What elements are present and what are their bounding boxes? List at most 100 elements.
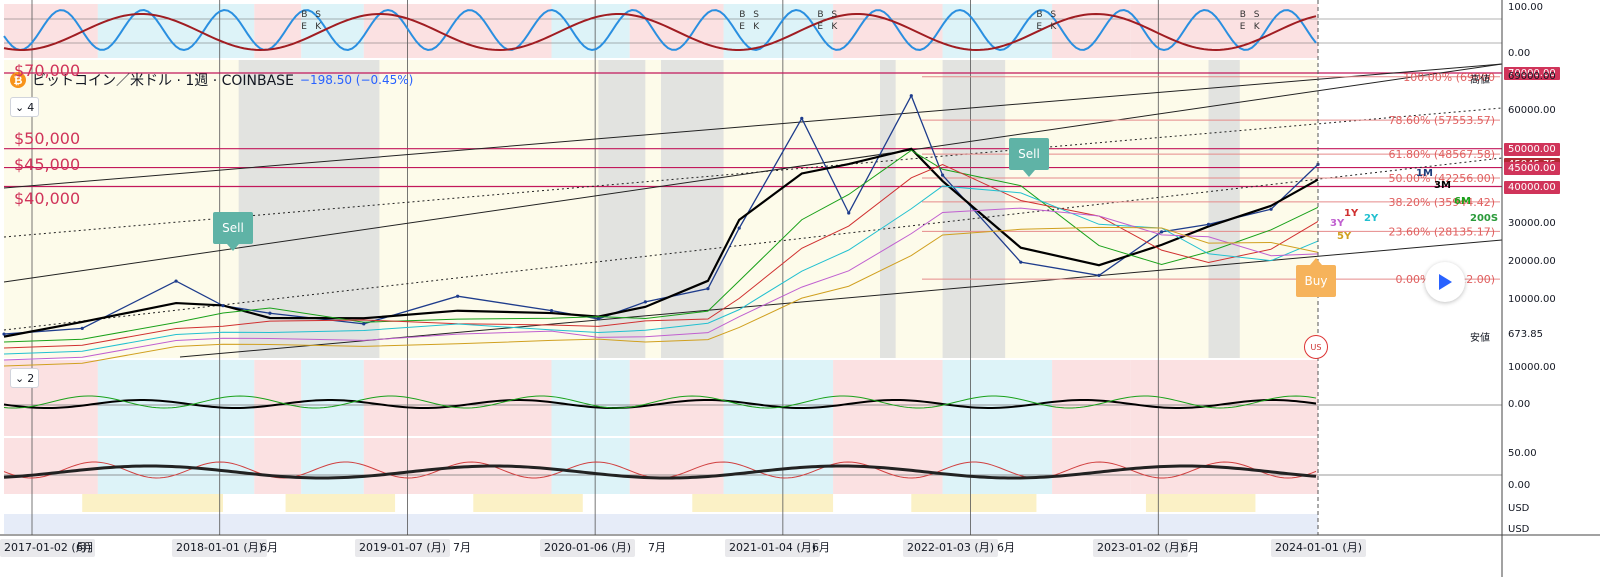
time-axis-label: 2022-01-03 (月) (903, 539, 999, 557)
gray-band (661, 60, 724, 358)
moving-average-line (3, 226, 1319, 367)
symbol-title[interactable]: ビットコイン／米ドル · 1週 · COINBASE (32, 73, 294, 89)
price-series-line (3, 94, 1319, 335)
background-band (911, 494, 1037, 512)
channel-line (3, 107, 1503, 238)
sell-signal[interactable]: Sell (1009, 138, 1049, 177)
channel-line (3, 63, 1503, 189)
ma-label: 3Y (1330, 218, 1345, 229)
play-icon (1439, 274, 1452, 290)
price-axis-badge: 40000.00 (1504, 180, 1560, 194)
background-band (4, 438, 98, 494)
ma-label: 3M (1434, 180, 1451, 191)
osc-marker: B (1036, 10, 1043, 20)
price-point (456, 294, 460, 298)
indicator-count: 2 (27, 371, 35, 385)
price-axis-tick: 60000.00 (1508, 104, 1556, 116)
us-flag-icon[interactable]: US (1304, 335, 1328, 359)
price-point (1019, 260, 1023, 264)
price-change: −198.50 (−0.45%) (299, 73, 414, 87)
time-axis-label: 2023-01-02 (月) (1093, 539, 1189, 557)
price-point (1269, 207, 1273, 211)
osc-marker: S (1050, 10, 1057, 20)
play-button[interactable] (1425, 262, 1465, 302)
price-point (1159, 230, 1164, 234)
channel-line (3, 157, 1503, 331)
osc-marker: K (1050, 22, 1057, 32)
osc-marker: B (739, 10, 746, 20)
background-band (833, 360, 943, 436)
price-axis-value: 69000.00 (1508, 70, 1556, 82)
macd-axis-tick: 10000.00 (1508, 362, 1556, 373)
rsi-main-line (3, 464, 1317, 480)
background-band (285, 494, 396, 512)
price-point (80, 326, 84, 330)
osc-marker: E (739, 22, 745, 32)
price-point (1206, 222, 1211, 226)
price-axis-tick: 20000.00 (1508, 256, 1556, 268)
price-point (643, 300, 647, 304)
time-axis-label: 2020-01-06 (月) (540, 539, 636, 557)
price-axis-tick: 30000.00 (1508, 218, 1556, 230)
background-band (942, 438, 1053, 494)
background-band (254, 438, 302, 494)
price-axis-badge: 50000.00 (1504, 142, 1560, 156)
background-band (1130, 360, 1318, 436)
fib-level-label: 38.20% (35944.42) (1388, 196, 1495, 209)
macd-line (3, 398, 1317, 410)
fib-level-label: 50.00% (42256.00) (1388, 172, 1495, 185)
price-point (909, 94, 913, 98)
osc-marker: E (1036, 22, 1043, 32)
price-point (596, 317, 601, 321)
fib-level-label: 100.00% (69000 (1403, 71, 1495, 84)
price-point (1097, 273, 1101, 278)
macd-axis-tick: 0.00 (1508, 399, 1531, 410)
currency-label: USD (1508, 503, 1530, 514)
background-band (1145, 494, 1256, 512)
ma-label: 5Y (1337, 231, 1352, 242)
currency-label: USD (1508, 524, 1530, 535)
background-band (942, 360, 1053, 436)
time-axis-label: 6月 (997, 541, 1015, 554)
osc-axis-tick: 100.00 (1508, 2, 1543, 13)
ma-label: 2Y (1364, 213, 1379, 224)
indicators-toggle-macd[interactable]: ⌄ 2 (10, 368, 40, 388)
sell-signal[interactable]: Sell (213, 212, 253, 251)
price-level-label: $50,000 (14, 128, 81, 148)
time-axis-label: 2018-01-01 (月) (172, 539, 268, 557)
osc-marker: E (817, 22, 824, 32)
osc-marker: E (301, 22, 307, 32)
osc-marker: S (1253, 10, 1260, 20)
chevron-down-icon: ⌄ (15, 100, 25, 114)
price-axis-tick: 10000.00 (1508, 294, 1556, 305)
osc-marker: B (817, 10, 824, 20)
background-band (301, 438, 364, 494)
fib-level-label: 23.60% (28135.17) (1388, 225, 1495, 238)
background-band (473, 494, 583, 512)
symbol-legend: ₿ ビットコイン／米ドル · 1週 · COINBASE −198.50 (−0… (10, 70, 413, 90)
moving-average-line (3, 207, 1319, 361)
background-band (629, 438, 724, 494)
background-band (301, 360, 364, 436)
background-band (301, 4, 364, 58)
background-band (82, 494, 223, 512)
ma-label: 1Y (1344, 208, 1359, 219)
gray-band (880, 60, 896, 358)
gray-band (598, 60, 646, 358)
price-point (2, 332, 6, 336)
price-axis-prefix: 高値 (1470, 74, 1490, 86)
background-band (97, 4, 255, 58)
time-axis-label: 6月 (260, 541, 278, 554)
price-point (737, 226, 741, 230)
osc-line-slow (3, 12, 1317, 51)
moving-average-line (3, 164, 1319, 349)
time-axis-label: 7月 (648, 541, 666, 554)
indicators-toggle-main[interactable]: ⌄ 4 (10, 97, 40, 117)
fib-level-label: 61.80% (48567.58) (1388, 148, 1495, 161)
buy-signal[interactable]: Buy (1296, 258, 1336, 297)
ma-label: 6M (1454, 196, 1471, 207)
gray-band (238, 60, 380, 358)
osc-marker: K (315, 22, 322, 32)
